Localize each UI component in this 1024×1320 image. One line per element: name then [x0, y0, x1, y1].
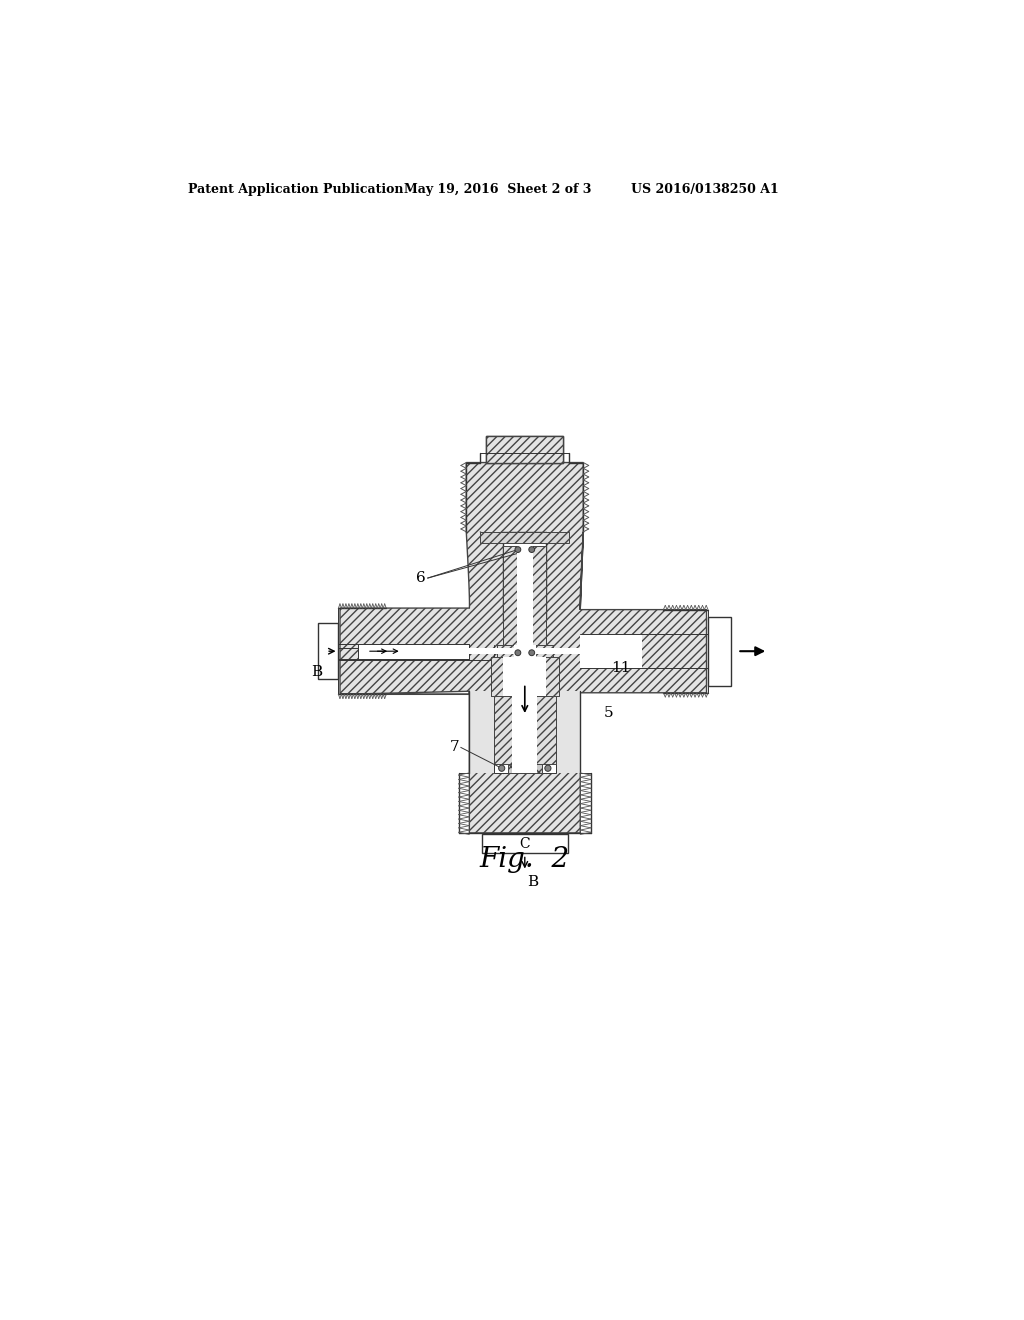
Circle shape: [528, 546, 535, 553]
Bar: [480, 532, 569, 544]
Text: Patent Application Publication: Patent Application Publication: [188, 183, 403, 197]
Text: B: B: [311, 665, 323, 678]
Bar: [503, 532, 547, 620]
Bar: [318, 623, 339, 678]
Bar: [481, 834, 568, 853]
Text: 11: 11: [611, 661, 631, 675]
Bar: [508, 763, 542, 774]
Bar: [503, 692, 547, 774]
Bar: [486, 436, 563, 462]
Text: 6: 6: [417, 572, 426, 585]
Text: US 2016/0138250 A1: US 2016/0138250 A1: [631, 183, 779, 197]
Bar: [514, 645, 536, 657]
Circle shape: [515, 649, 521, 656]
Bar: [494, 696, 556, 774]
Bar: [469, 648, 581, 655]
Circle shape: [499, 766, 505, 771]
Bar: [497, 645, 553, 657]
Text: 7: 7: [450, 741, 460, 755]
Bar: [581, 635, 642, 668]
Polygon shape: [340, 462, 707, 833]
Circle shape: [515, 546, 521, 553]
Bar: [503, 692, 547, 774]
Bar: [503, 657, 547, 696]
Bar: [517, 545, 532, 645]
Text: C: C: [519, 837, 530, 850]
Bar: [512, 696, 538, 774]
Text: Fig.  2: Fig. 2: [479, 846, 570, 873]
Bar: [708, 616, 731, 686]
Text: B: B: [527, 875, 538, 888]
Text: 5: 5: [603, 706, 613, 719]
Bar: [494, 696, 556, 763]
Bar: [497, 645, 553, 657]
Bar: [503, 545, 547, 645]
Bar: [486, 436, 563, 462]
Bar: [358, 644, 469, 659]
Bar: [469, 692, 581, 774]
Text: May 19, 2016  Sheet 2 of 3: May 19, 2016 Sheet 2 of 3: [403, 183, 591, 197]
Circle shape: [545, 766, 551, 771]
Circle shape: [528, 649, 535, 656]
Bar: [490, 657, 559, 696]
